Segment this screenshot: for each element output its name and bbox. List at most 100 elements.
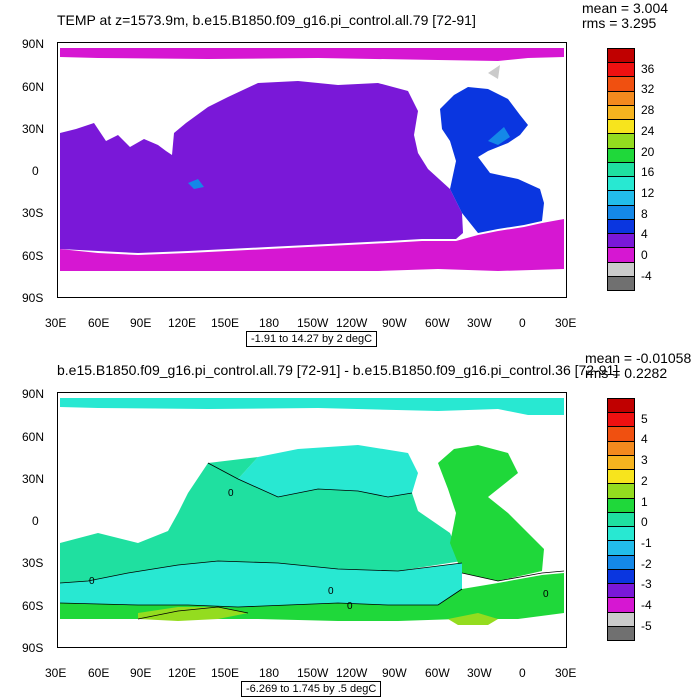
colorbar-label: -2 xyxy=(641,556,652,571)
colorbar-label: -4 xyxy=(641,268,652,283)
colorbar-swatch xyxy=(607,526,635,542)
panel-difference: b.e15.B1850.f09_g16.pi_control.all.79 [7… xyxy=(0,350,700,700)
range-label: -6.269 to 1.745 by .5 degC xyxy=(241,681,382,697)
colorbar-swatch xyxy=(607,190,635,206)
map-svg: 0 0 0 0 0 xyxy=(59,398,565,625)
colorbar-swatch xyxy=(607,204,635,220)
mean-stat: mean = 3.004 xyxy=(582,0,669,16)
y-tick: 30S xyxy=(22,556,44,570)
x-tick: 30E xyxy=(555,316,577,330)
colorbar-label: 32 xyxy=(641,82,655,97)
region-arctic xyxy=(60,48,564,61)
y-tick: 60N xyxy=(22,80,45,94)
colorbar-swatch xyxy=(607,497,635,513)
colorbar-swatch xyxy=(607,218,635,235)
x-tick: 120W xyxy=(336,666,368,680)
contour-label: 0 xyxy=(89,576,95,587)
map-svg xyxy=(60,48,564,271)
region-south-mid xyxy=(60,561,462,607)
region-north-pacific xyxy=(238,445,418,497)
x-tick: 90W xyxy=(382,666,407,680)
y-tick: 60S xyxy=(22,599,44,613)
colorbar-label: 12 xyxy=(641,185,655,200)
colorbar-swatch xyxy=(607,176,635,192)
y-tick: 90N xyxy=(22,37,45,51)
colorbar-swatch xyxy=(607,412,635,428)
colorbar-swatch xyxy=(607,554,635,570)
colorbar-swatch xyxy=(607,261,635,277)
region-southern xyxy=(60,219,564,271)
x-tick: 120E xyxy=(168,316,197,330)
x-tick: 0 xyxy=(519,316,526,330)
colorbar-swatch xyxy=(607,426,635,442)
mean-stat: mean = -0.01058 xyxy=(585,350,692,366)
y-tick: 60S xyxy=(22,249,44,263)
x-tick: 180 xyxy=(259,666,280,680)
x-tick: 30E xyxy=(45,666,67,680)
rms-stat: rms = 3.295 xyxy=(582,15,657,31)
colorbar-swatch xyxy=(607,247,635,263)
contour-line xyxy=(137,606,249,620)
colorbar-swatch xyxy=(607,611,635,627)
colorbar-swatch xyxy=(607,469,635,485)
colorbar-swatch xyxy=(607,133,635,149)
contour-label: 0 xyxy=(347,601,353,612)
colorbar-label: 0 xyxy=(641,515,648,530)
rms-stat: rms = 0.2282 xyxy=(585,365,668,381)
colorbar-swatch xyxy=(607,104,635,121)
colorbar-label: -5 xyxy=(641,618,652,633)
y-tick: 90S xyxy=(22,291,44,305)
colorbar-swatch xyxy=(607,275,635,291)
colorbar-swatch xyxy=(607,511,635,528)
y-tick: 30N xyxy=(22,122,45,136)
colorbar-label: 2 xyxy=(641,473,648,488)
stats-box: mean = 3.004 rms = 3.295 xyxy=(582,1,668,31)
region-arctic xyxy=(60,398,564,415)
colorbar-swatch xyxy=(607,48,635,64)
med-cell xyxy=(488,127,510,145)
colorbar-swatch xyxy=(607,90,635,106)
colorbar-swatch xyxy=(607,76,635,92)
colorbar-swatch xyxy=(607,440,635,456)
panel-absolute-temperature: TEMP at z=1573.9m, b.e15.B1850.f09_g16.p… xyxy=(22,1,668,347)
x-tick: 30W xyxy=(467,316,492,330)
colorbar-label: 0 xyxy=(641,248,648,263)
colorbar-label: 4 xyxy=(641,432,648,447)
colorbar-swatch xyxy=(607,62,635,78)
contour-line xyxy=(59,560,463,584)
colorbar: 5 4 3 2 1 0 -1 -2 -3 -4 -5 xyxy=(607,398,687,641)
y-tick: 90S xyxy=(22,641,44,655)
colorbar-swatch xyxy=(607,540,635,556)
colorbar-swatch xyxy=(607,483,635,499)
x-tick: 150E xyxy=(211,316,240,330)
x-tick: 60W xyxy=(425,316,450,330)
region-antarctic-band-2 xyxy=(448,613,498,625)
colorbar-label: -3 xyxy=(641,577,652,592)
x-tick: 30E xyxy=(555,666,577,680)
y-tick: 30S xyxy=(22,206,44,220)
x-tick: 30W xyxy=(467,666,492,680)
contour-line xyxy=(207,462,413,498)
y-tick: 60N xyxy=(22,430,45,444)
indonesia-cell xyxy=(188,179,204,189)
region-north-pacific-sub xyxy=(60,457,462,583)
contour-label: 0 xyxy=(543,589,549,600)
map-plot xyxy=(57,42,567,298)
plot-title: TEMP at z=1573.9m, b.e15.B1850.f09_g16.p… xyxy=(57,12,476,28)
colorbar-swatch xyxy=(607,398,635,414)
x-tick: 90E xyxy=(130,666,152,680)
y-tick: 30N xyxy=(22,472,45,486)
x-tick: 90E xyxy=(130,316,152,330)
colorbar-swatch xyxy=(607,147,635,163)
x-tick: 60E xyxy=(88,316,110,330)
colorbar-swatch xyxy=(607,233,635,249)
plot-title: b.e15.B1850.f09_g16.pi_control.all.79 [7… xyxy=(57,362,619,378)
colorbar-swatch xyxy=(607,597,635,613)
colorbar-label: 5 xyxy=(641,411,648,426)
range-label: -1.91 to 14.27 by 2 degC xyxy=(246,331,378,347)
stats-box: mean = -0.01058 rms = 0.2282 xyxy=(585,351,691,381)
colorbar-label: 4 xyxy=(641,227,648,242)
colorbar-swatch xyxy=(607,568,635,585)
colorbar-swatch xyxy=(607,625,635,641)
colorbar-label: 8 xyxy=(641,206,648,221)
